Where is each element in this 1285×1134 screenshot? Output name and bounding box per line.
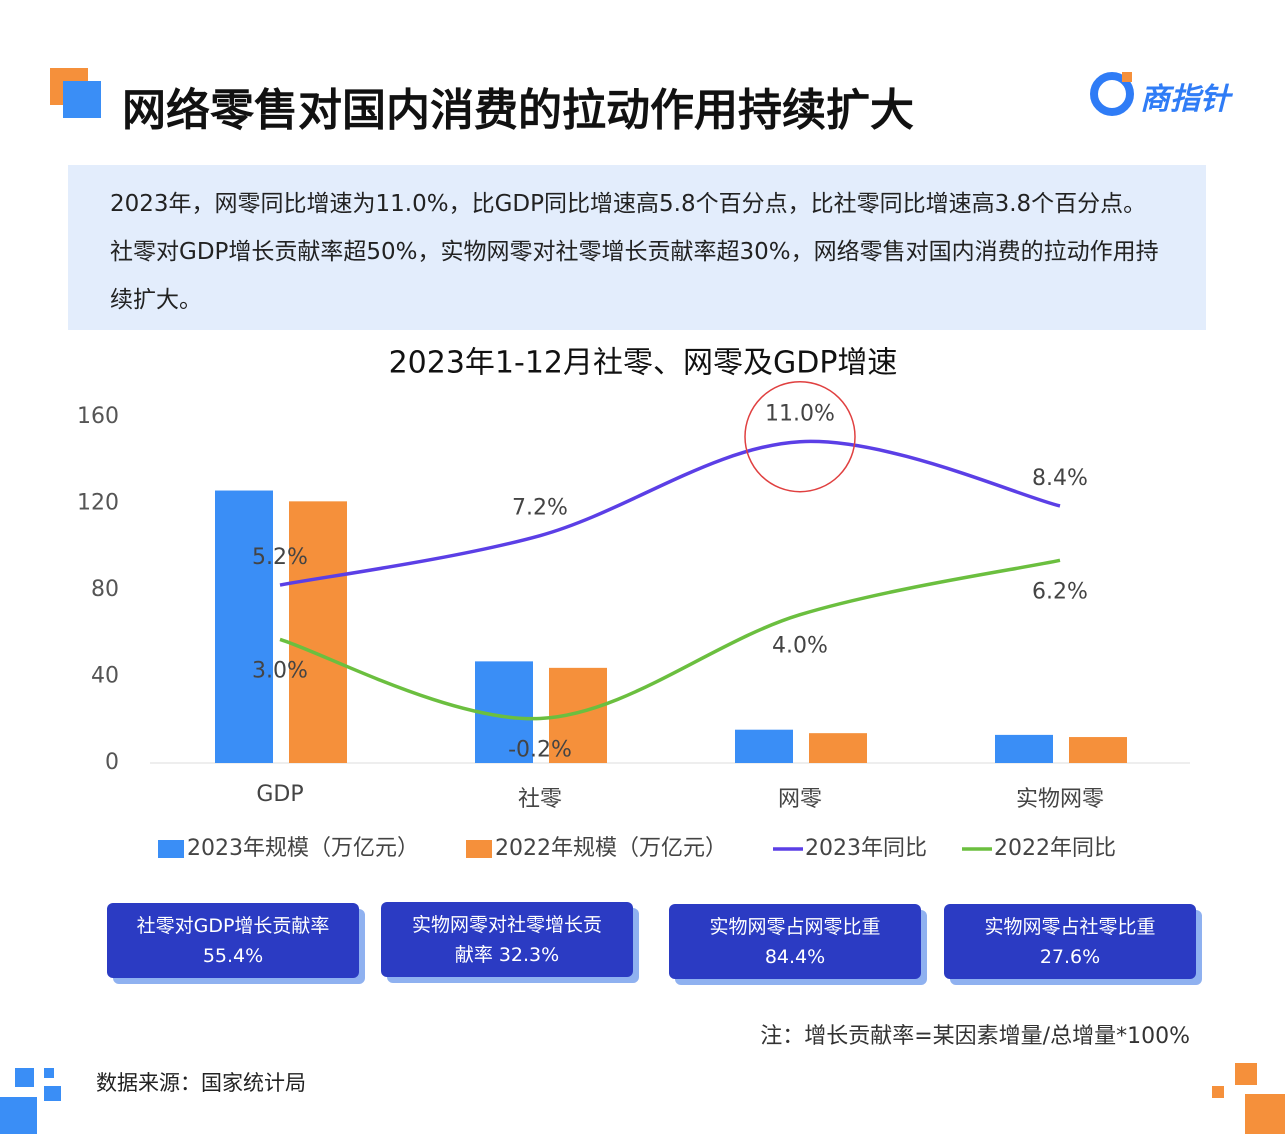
card-label: 实物网零占社零比重 xyxy=(984,915,1156,938)
data-label: 6.2% xyxy=(1032,579,1088,604)
chart: 2023年1-12月社零、网零及GDP增速 0 40 80 120 160 GDP 社零 网零… xyxy=(77,346,1190,861)
chart-title: 2023年1-12月社零、网零及GDP增速 xyxy=(389,346,898,381)
card-text: 实物网零占社零比重 27.6% xyxy=(963,912,1178,972)
highlight-circle xyxy=(744,380,856,493)
y-tick-label: 80 xyxy=(91,577,119,602)
card-value: 84.4% xyxy=(764,945,826,968)
deco xyxy=(44,1086,61,1101)
card-text: 实物网零对社零增长贡献率 32.3% xyxy=(407,910,607,970)
deco xyxy=(44,1068,54,1078)
stat-card: 社零对GDP增长贡献率 55.4% xyxy=(107,903,359,978)
page-title: 网络零售对国内消费的拉动作用持续扩大 xyxy=(122,85,914,136)
card-label: 实物网零占网零比重 xyxy=(709,915,881,938)
source: 数据来源：国家统计局 xyxy=(96,1071,306,1095)
deco xyxy=(1212,1086,1224,1098)
x-tick-label: 社零 xyxy=(518,787,562,812)
deco xyxy=(15,1068,34,1087)
y-tick-label: 160 xyxy=(77,404,119,429)
data-label: -0.2% xyxy=(508,738,572,763)
stat-card: 实物网零占社零比重 27.6% xyxy=(944,904,1196,979)
deco xyxy=(1245,1094,1285,1134)
x-tick-label: GDP xyxy=(256,782,303,807)
card-text: 社零对GDP增长贡献率 55.4% xyxy=(126,911,341,971)
data-label: 5.2% xyxy=(252,545,308,570)
card-text: 实物网零占网零比重 84.4% xyxy=(688,912,903,972)
data-label: 3.0% xyxy=(252,658,308,683)
card-value: 27.6% xyxy=(1039,945,1101,968)
bar xyxy=(289,501,347,763)
logo-icon xyxy=(1090,72,1134,116)
line xyxy=(279,558,1061,721)
card-value: 32.3% xyxy=(498,943,560,966)
data-label: 11.0% xyxy=(765,402,835,427)
card-value: 55.4% xyxy=(202,944,264,967)
legend-label: 2023年规模（万亿元） xyxy=(187,836,419,861)
x-tick-label: 网零 xyxy=(778,787,822,812)
y-tick-label: 40 xyxy=(91,664,119,689)
deco xyxy=(63,81,101,118)
logo: 商指针 xyxy=(1140,82,1230,117)
bar xyxy=(215,490,273,763)
data-label: 8.4% xyxy=(1032,466,1088,491)
data-label: 7.2% xyxy=(512,496,568,521)
bar xyxy=(995,734,1053,763)
y-tick-label: 0 xyxy=(105,750,119,775)
legend-swatch xyxy=(466,840,492,858)
deco xyxy=(0,1097,37,1134)
x-tick-label: 实物网零 xyxy=(1016,787,1104,812)
bar xyxy=(735,729,793,763)
line xyxy=(279,439,1061,587)
summary: 2023年，网零同比增速为11.0%，比GDP同比增速高5.8个百分点，比社零同… xyxy=(68,165,1206,330)
legend-swatch xyxy=(158,840,184,858)
stat-card: 实物网零对社零增长贡献率 32.3% xyxy=(381,902,633,977)
legend-label: 2022年同比 xyxy=(994,836,1116,861)
card-label: 社零对GDP增长贡献率 xyxy=(136,914,330,937)
bar xyxy=(809,733,867,763)
legend-label: 2022年规模（万亿元） xyxy=(495,836,727,861)
card-label: 实物网零对社零增长贡献率 xyxy=(411,913,602,966)
stat-card: 实物网零占网零比重 84.4% xyxy=(669,904,921,979)
y-tick-label: 120 xyxy=(77,491,119,516)
note: 注：增长贡献率=某因素增量/总增量*100% xyxy=(760,1024,1190,1049)
data-label: 4.0% xyxy=(772,634,828,659)
deco xyxy=(1235,1063,1257,1085)
bar xyxy=(1069,737,1127,763)
legend-label: 2023年同比 xyxy=(805,836,927,861)
